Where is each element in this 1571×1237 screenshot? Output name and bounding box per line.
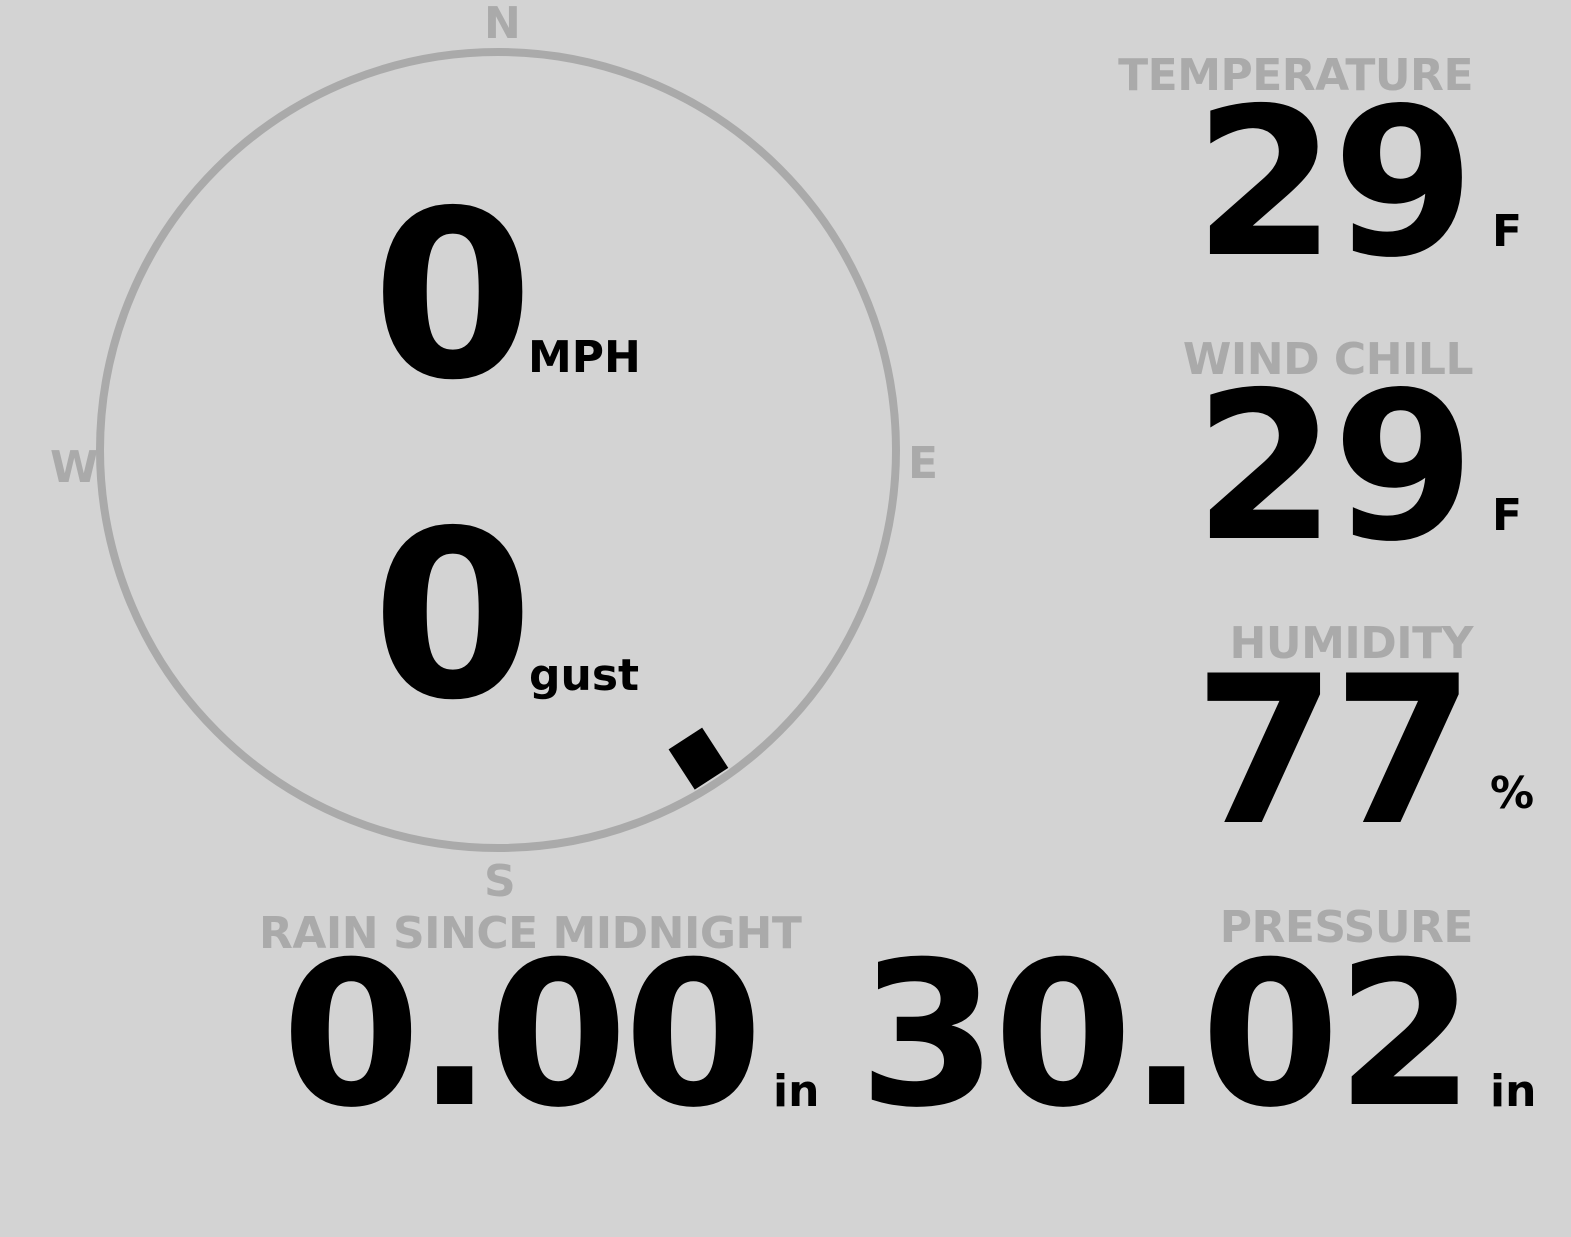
humidity-value: 77 bbox=[1193, 633, 1475, 871]
compass-west-label: W bbox=[50, 442, 99, 493]
compass-ring bbox=[96, 48, 900, 852]
pressure-card: PRESSURE bbox=[1219, 902, 1474, 953]
wind-gust-value: 0 bbox=[372, 481, 533, 751]
temperature-card: TEMPERATURE bbox=[1118, 54, 1473, 98]
rain-label: RAIN SINCE MIDNIGHT bbox=[259, 908, 802, 959]
humidity-card: HUMIDITY bbox=[1229, 618, 1474, 669]
temperature-label: TEMPERATURE bbox=[1118, 50, 1473, 101]
pressure-value: 30.02 bbox=[858, 919, 1475, 1152]
humidity-label: HUMIDITY bbox=[1229, 618, 1474, 669]
wind-chill-value: 29 bbox=[1193, 349, 1475, 587]
rain-unit: in bbox=[773, 1066, 820, 1117]
rain-value: 0.00 bbox=[281, 919, 763, 1152]
pressure-unit: in bbox=[1490, 1066, 1537, 1117]
temperature-unit: F bbox=[1492, 206, 1523, 257]
pressure-label: PRESSURE bbox=[1219, 902, 1474, 953]
compass-east-label: E bbox=[908, 438, 938, 489]
compass-south-label: S bbox=[484, 856, 516, 907]
compass-north-label: N bbox=[484, 0, 521, 49]
wind-chill-card: WIND CHILL bbox=[1182, 334, 1474, 385]
wind-chill-label: WIND CHILL bbox=[1182, 334, 1474, 385]
temperature-value: 29 bbox=[1193, 65, 1475, 303]
wind-speed-unit: MPH bbox=[528, 332, 641, 383]
humidity-unit: % bbox=[1490, 768, 1535, 819]
wind-speed-value: 0 bbox=[372, 161, 533, 431]
wind-chill-unit: F bbox=[1492, 490, 1523, 541]
wind-direction-marker bbox=[668, 727, 729, 790]
wind-gust-unit: gust bbox=[529, 650, 640, 701]
wind-compass bbox=[96, 48, 900, 852]
